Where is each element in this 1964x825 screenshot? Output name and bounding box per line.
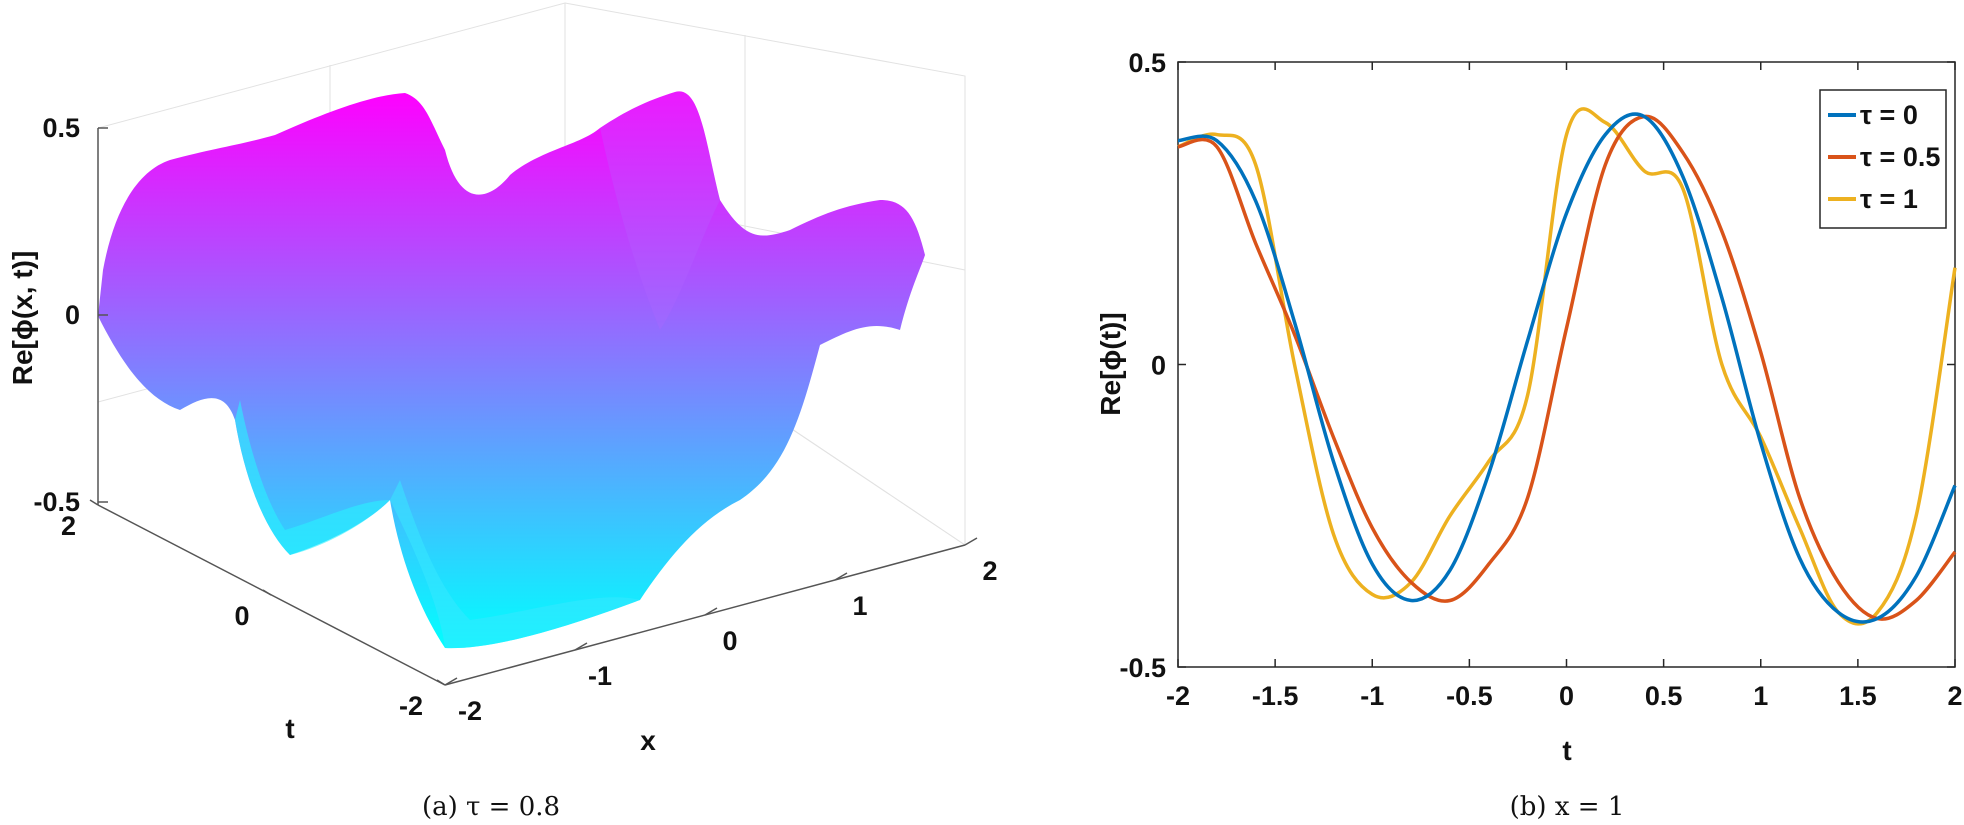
series-line-0 — [1177, 112, 1957, 624]
surface-front-valley — [390, 480, 640, 649]
y-tick-label: -0.5 — [1119, 653, 1166, 683]
legend-label-1: τ = 0.5 — [1860, 142, 1940, 172]
panel-b-x-tick-labels: -2 -1.5 -1 -0.5 0 0.5 1 1.5 2 — [1166, 681, 1963, 711]
t-tick-label: -2 — [399, 691, 423, 721]
panel-a-y-axis-label: t — [285, 713, 294, 744]
panel-a-z-axis-label: Re[ϕ(x, t)] — [7, 251, 38, 386]
panel-a-z-tick-labels: -0.5 0 0.5 — [33, 113, 80, 517]
panel-b-y-axis-label: Re[ϕ(t)] — [1095, 312, 1126, 415]
panel-b-y-tick-labels: -0.5 0 0.5 — [1119, 48, 1166, 683]
x-tick-label: -1 — [1360, 681, 1384, 711]
x-tick-label: 0 — [1559, 681, 1574, 711]
panel-b-caption: (b) x = 1 — [1510, 792, 1625, 822]
panel-b-series — [1177, 107, 1957, 626]
panel-b-x-axis-label: t — [1562, 735, 1571, 766]
x-tick-label: 2 — [982, 556, 997, 586]
z-tick-label: -0.5 — [33, 487, 80, 517]
t-tick-label: 2 — [61, 511, 76, 541]
surface-body — [98, 91, 925, 649]
x-tick-label: -0.5 — [1446, 681, 1493, 711]
x-tick-label: -1 — [588, 661, 612, 691]
panel-a-ticks — [89, 127, 978, 686]
x-tick-label: 2 — [1947, 681, 1962, 711]
t-tick-label: 0 — [234, 601, 249, 631]
surface-back-valley — [235, 400, 390, 555]
x-tick-label: 0 — [722, 626, 737, 656]
x-tick-label: 0.5 — [1645, 681, 1683, 711]
z-tick-label: 0.5 — [42, 113, 80, 143]
panel-a-surface-plot: -0.5 0 0.5 -2 -1 0 1 2 -2 0 2 Re[ϕ(x, t)] x t (a… — [7, 2, 998, 822]
y-tick-label: 0.5 — [1128, 48, 1166, 78]
panel-a-x-tick-labels: -2 -1 0 1 2 — [458, 556, 998, 726]
x-tick-label: -2 — [1166, 681, 1190, 711]
panel-a-y-tick-labels: -2 0 2 — [61, 511, 423, 721]
x-tick-label: 1.5 — [1839, 681, 1877, 711]
legend-label-2: τ = 1 — [1860, 184, 1918, 214]
panel-b-ticks — [1177, 61, 1956, 668]
z-tick-label: 0 — [65, 300, 80, 330]
panel-b-legend: τ = 0 τ = 0.5 τ = 1 — [1819, 89, 1947, 229]
legend-label-0: τ = 0 — [1860, 100, 1918, 130]
x-tick-label: -1.5 — [1252, 681, 1299, 711]
x-tick-label: 1 — [1753, 681, 1768, 711]
x-tick-label: 1 — [852, 591, 867, 621]
x-tick-label: -2 — [458, 696, 482, 726]
surface-ridge-shading — [600, 91, 720, 331]
panel-a-x-axis-label: x — [640, 725, 656, 756]
y-tick-label: 0 — [1151, 351, 1166, 381]
panel-a-caption: (a) τ = 0.8 — [422, 792, 560, 822]
panel-b-line-plot: -2 -1.5 -1 -0.5 0 0.5 1 1.5 2 -0.5 0 0.5 t Re[ϕ(t)… — [1095, 48, 1963, 822]
